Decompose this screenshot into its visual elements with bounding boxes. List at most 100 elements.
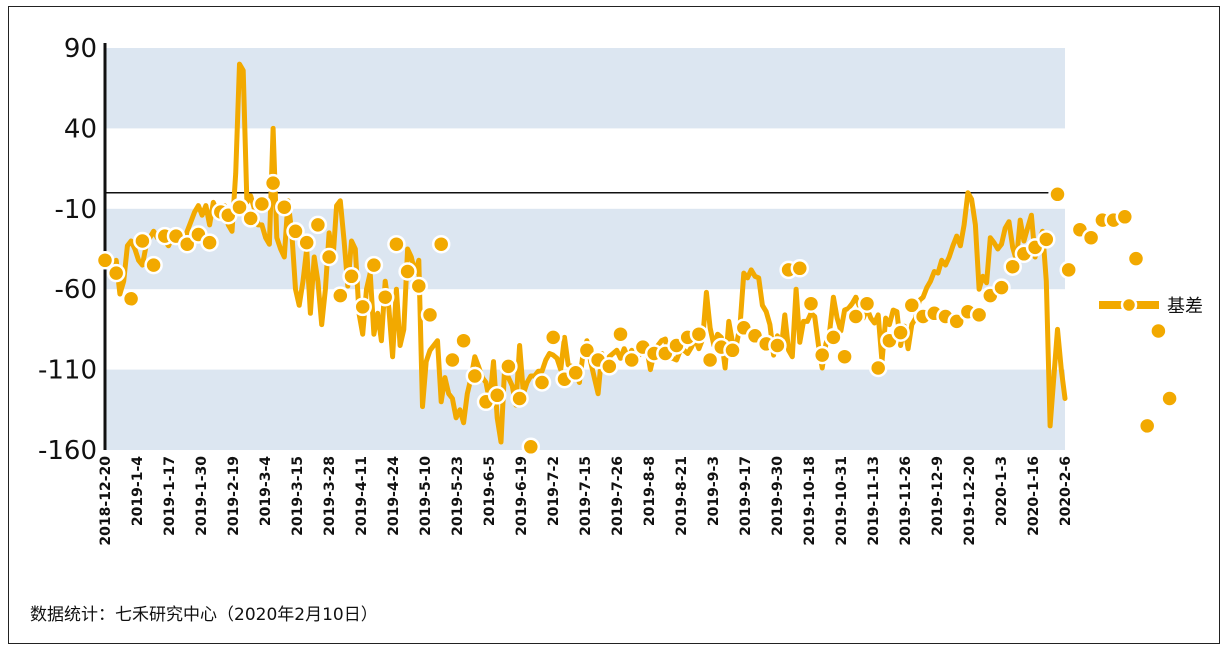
x-tick-label: 2019-7-15 — [578, 456, 594, 536]
source-note: 数据统计：七禾研究中心（2020年2月10日） — [30, 605, 378, 625]
x-tick-label: 2019-12-20 — [962, 456, 978, 546]
data-point — [790, 259, 810, 278]
x-tick-label: 2019-10-18 — [802, 456, 818, 546]
data-point — [622, 350, 641, 370]
chart-frame — [8, 6, 1220, 644]
data-point — [420, 305, 440, 325]
data-point — [1037, 230, 1056, 249]
data-point — [133, 231, 152, 251]
x-tick-label: 2019-1-17 — [162, 456, 178, 536]
data-point — [992, 278, 1011, 297]
x-tick-label: 2019-3-4 — [258, 456, 274, 526]
legend-label-basis: 基差 — [1167, 296, 1203, 317]
y-tick-label: -160 — [38, 436, 97, 466]
data-point — [543, 328, 563, 347]
x-tick-label: 2019-12-9 — [930, 456, 946, 536]
y-tick-label: -110 — [38, 356, 97, 386]
data-point — [1160, 389, 1179, 408]
data-point — [1126, 249, 1146, 268]
x-tick-label: 2019-11-13 — [866, 456, 882, 546]
data-point — [1048, 185, 1067, 204]
data-point — [409, 276, 429, 296]
legend-swatch — [1099, 296, 1159, 314]
data-point — [443, 350, 462, 370]
x-tick-label: 2019-6-19 — [514, 456, 530, 536]
y-tick-label: 90 — [64, 34, 97, 64]
x-tick-label: 2019-9-3 — [706, 456, 722, 526]
x-tick-label: 2019-5-23 — [450, 456, 466, 536]
background-band-0 — [105, 48, 1065, 129]
data-point — [532, 373, 552, 392]
data-point — [297, 233, 316, 252]
x-tick-label: 2019-6-5 — [482, 456, 498, 526]
x-tick-label: 2019-7-26 — [610, 456, 626, 536]
x-tick-label: 2019-4-11 — [354, 456, 370, 536]
data-point — [1003, 257, 1022, 276]
data-point — [723, 341, 742, 360]
x-tick-label: 2019-7-2 — [546, 456, 562, 526]
x-tick-label: 2019-9-17 — [738, 456, 754, 536]
background-band-2 — [105, 369, 1065, 450]
data-point — [95, 251, 115, 270]
data-point — [275, 197, 294, 217]
data-point — [331, 286, 350, 305]
data-point — [286, 222, 305, 241]
data-point — [230, 197, 249, 217]
data-point — [600, 357, 619, 376]
data-point — [465, 366, 485, 386]
data-point — [868, 358, 888, 378]
data-point — [1137, 416, 1157, 436]
data-point — [387, 234, 406, 254]
data-point — [431, 234, 451, 254]
data-point — [319, 247, 339, 267]
data-point — [375, 287, 395, 307]
data-point — [857, 294, 877, 313]
legend-marker-swatch — [1120, 296, 1138, 314]
data-point — [263, 173, 283, 193]
y-tick-label: 40 — [64, 114, 97, 144]
data-point — [969, 305, 989, 325]
data-point — [846, 307, 866, 326]
background-band-1 — [105, 208, 1065, 290]
x-tick-label: 2020-1-3 — [994, 456, 1010, 526]
x-tick-label: 2020-1-16 — [1026, 456, 1042, 536]
x-tick-label: 2019-8-21 — [674, 456, 690, 536]
data-point — [200, 233, 219, 252]
data-point — [353, 297, 372, 317]
data-point — [252, 194, 272, 214]
x-tick-label: 2019-10-31 — [834, 456, 850, 546]
x-tick-label: 2019-1-30 — [194, 456, 210, 536]
data-point — [611, 324, 630, 344]
x-tick-label: 2019-2-19 — [226, 456, 242, 536]
data-point — [891, 323, 910, 342]
x-tick-label: 2019-9-30 — [770, 456, 786, 536]
data-point — [1081, 228, 1101, 247]
data-point — [768, 336, 787, 355]
x-tick-label: 2020-2-6 — [1058, 456, 1074, 526]
x-tick-label: 2019-3-28 — [322, 456, 338, 536]
data-point — [510, 389, 529, 408]
data-point — [454, 331, 473, 350]
data-point — [566, 363, 585, 383]
data-point — [801, 294, 821, 313]
data-point — [241, 209, 260, 228]
data-point — [121, 289, 141, 309]
data-point — [308, 215, 328, 235]
data-point — [835, 347, 854, 366]
data-point — [812, 345, 832, 365]
data-point — [487, 386, 507, 405]
x-tick-label: 2019-5-10 — [418, 456, 434, 536]
data-point — [499, 357, 518, 376]
data-point — [144, 255, 163, 275]
data-point — [342, 267, 361, 286]
data-point — [700, 350, 720, 370]
data-point — [824, 328, 843, 347]
data-point — [689, 324, 709, 344]
x-tick-label: 2019-1-4 — [130, 456, 146, 526]
data-point — [521, 437, 541, 457]
data-point — [398, 262, 417, 281]
data-point — [1149, 321, 1168, 341]
y-tick-label: -10 — [55, 195, 97, 225]
x-tick-label: 2018-12-20 — [98, 456, 114, 546]
